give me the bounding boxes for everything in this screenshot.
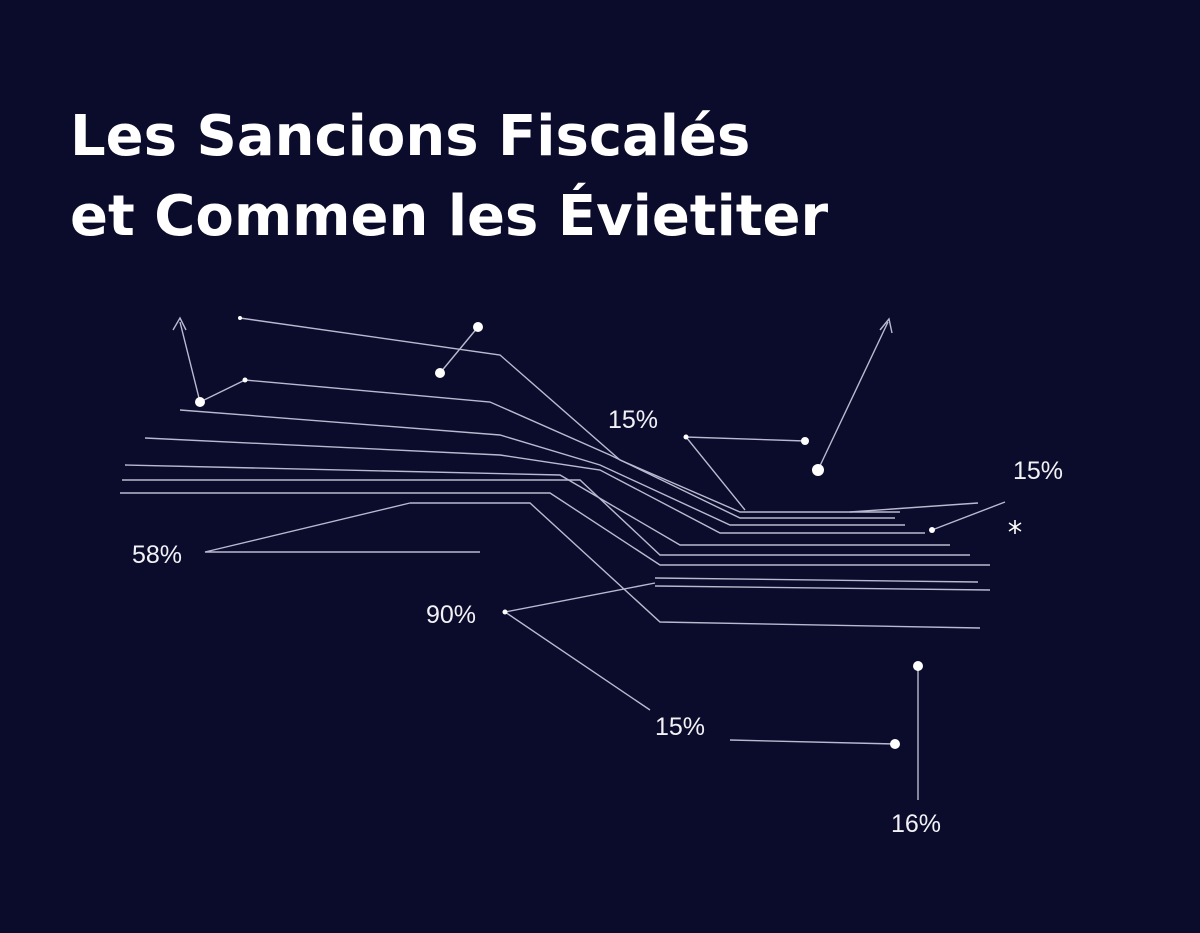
node [238,316,242,320]
flow-line [122,479,970,556]
percent-label: 15% [655,713,705,741]
connector [684,436,806,511]
percent-label: 16% [891,810,941,838]
node [801,437,809,445]
node [890,739,900,749]
flow-line [124,464,950,546]
flow-line [410,502,981,629]
flow-lines [120,317,991,629]
connector [204,502,480,553]
node [812,464,824,476]
nodes [195,316,1022,749]
connector [817,321,889,471]
flow-line [120,492,990,566]
node [195,397,205,407]
star [1008,520,1022,534]
arrow-head [172,316,187,331]
flow-line [654,577,979,583]
flow-line [179,409,905,526]
node [913,661,923,671]
connector [179,321,246,404]
flow-line [144,437,925,534]
node [502,609,508,615]
arrow-head [879,317,893,334]
connector [729,739,896,745]
connector [503,582,656,711]
node [683,434,689,440]
percent-label: 15% [1013,457,1063,485]
percent-label: 90% [426,601,476,629]
node [929,527,935,533]
connector [849,502,979,513]
title-line: et Commen les Évietiter [70,183,829,249]
connectors [172,316,1006,800]
connector [931,501,1006,531]
percent-label: 58% [132,541,182,569]
flow-line [244,379,895,519]
percent-label: 15% [608,406,658,434]
connector [439,326,479,374]
node [435,368,445,378]
node [473,322,483,332]
title-line: Les Sancions Fiscalés [70,104,750,169]
node [242,377,248,383]
flow-line [654,585,991,591]
flow-line [239,317,900,513]
